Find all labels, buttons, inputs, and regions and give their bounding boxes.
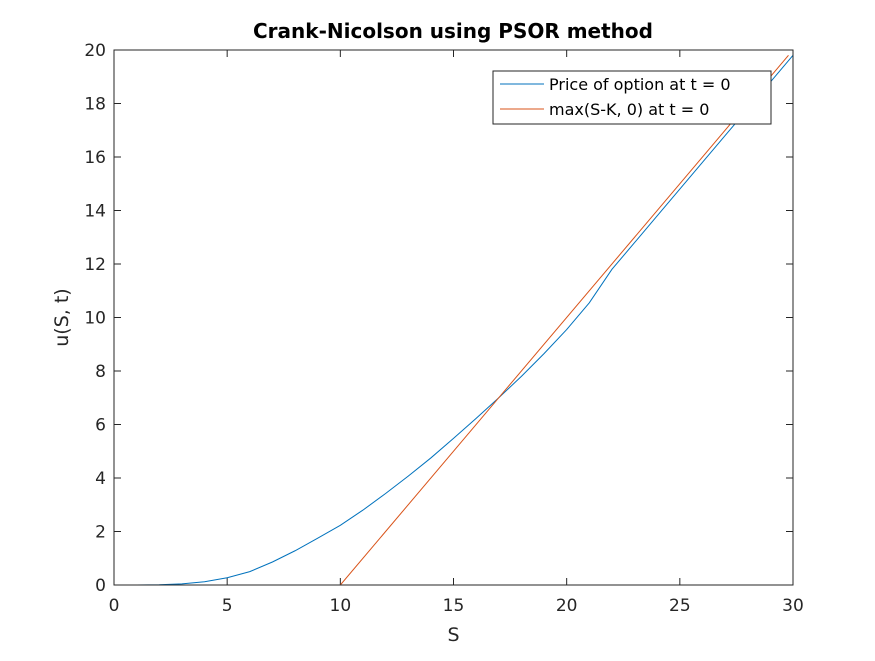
legend-label-payoff: max(S-K, 0) at t = 0 — [549, 100, 709, 119]
series-line-0 — [136, 55, 794, 586]
y-tick-label: 16 — [84, 148, 106, 168]
x-tick-label: 0 — [109, 596, 120, 616]
y-tick-label: 20 — [84, 41, 106, 61]
plot-area — [114, 50, 793, 585]
x-tick-label: 10 — [330, 596, 352, 616]
y-tick-label: 10 — [84, 309, 106, 329]
x-tick-label: 20 — [556, 596, 578, 616]
y-tick-label: 6 — [95, 416, 106, 436]
y-tick-label: 4 — [95, 469, 106, 489]
y-axis-label: u(S, t) — [51, 288, 73, 346]
y-tick-label: 8 — [95, 362, 106, 382]
y-tick-label: 2 — [95, 523, 106, 543]
axis-ticks: 0 5 10 15 20 25 30 0 2 4 6 8 10 12 14 16 18 20 — [84, 41, 803, 616]
chart-title: Crank-Nicolson using PSOR method — [253, 19, 653, 43]
x-tick-label: 25 — [669, 596, 691, 616]
y-tick-label: 18 — [84, 95, 106, 115]
legend-label-price: Price of option at t = 0 — [549, 75, 731, 94]
axes-box — [113, 49, 794, 586]
x-axis-label: S — [447, 624, 459, 646]
legend-box — [492, 70, 772, 125]
x-tick-label: 15 — [443, 596, 465, 616]
x-tick-label: 5 — [222, 596, 233, 616]
legend: Price of option at t = 0 max(S-K, 0) at … — [492, 70, 772, 125]
x-tick-label: 30 — [782, 596, 804, 616]
y-tick-label: 0 — [95, 576, 106, 596]
y-tick-label: 12 — [84, 255, 106, 275]
y-tick-label: 14 — [84, 202, 106, 222]
